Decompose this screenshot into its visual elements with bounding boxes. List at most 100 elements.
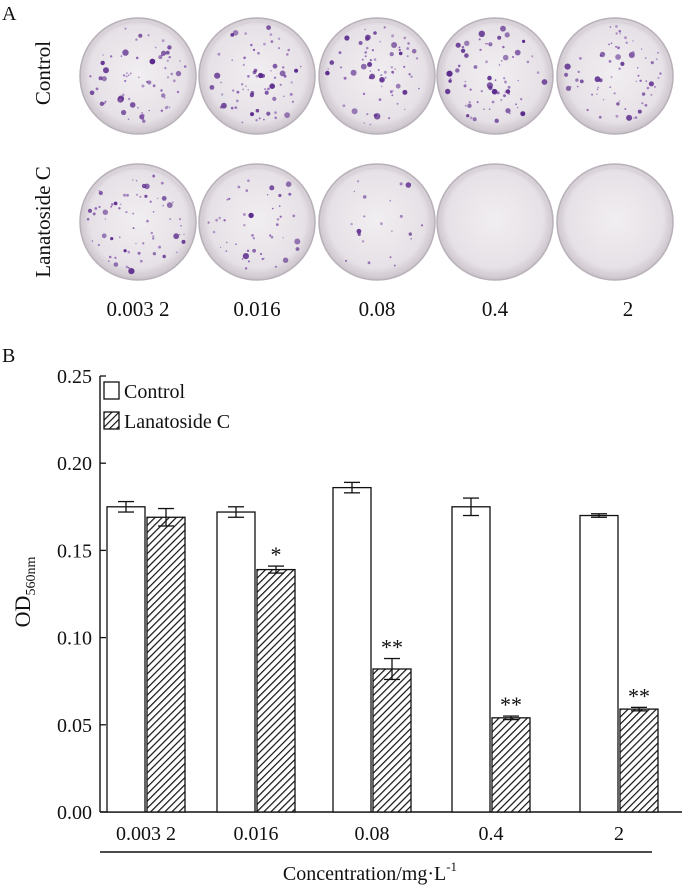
colony: [89, 75, 92, 78]
colony: [245, 85, 247, 88]
colony: [457, 64, 461, 68]
colony: [615, 45, 618, 48]
colony: [486, 82, 493, 89]
colony: [624, 36, 627, 40]
colony: [162, 254, 166, 259]
colony: [380, 74, 383, 77]
dish-rim: [322, 167, 432, 277]
colony: [491, 100, 495, 104]
colony: [242, 213, 246, 216]
concentration-labels: 0.003 2 0.016 0.08 0.4 2: [107, 297, 634, 321]
colony: [289, 92, 293, 96]
colony: [282, 66, 285, 69]
colony: [380, 85, 383, 88]
colony: [104, 100, 107, 103]
colony: [389, 90, 393, 94]
colony: [157, 197, 159, 200]
colony: [391, 34, 395, 38]
colony: [228, 197, 231, 200]
colony: [576, 85, 579, 88]
colony: [460, 48, 466, 53]
colony: [485, 42, 487, 45]
colony: [271, 207, 274, 210]
legend-swatch-control: [103, 381, 120, 400]
colony: [170, 72, 173, 76]
colony: [102, 209, 109, 215]
colony: [278, 205, 281, 207]
x-axis-title-main: Concentration/mg·L: [283, 863, 446, 885]
colony: [644, 103, 648, 107]
colony: [230, 106, 234, 110]
colony: [121, 93, 125, 97]
legend-swatch-lanatoside: [103, 411, 120, 430]
colony: [103, 67, 109, 74]
colony: [502, 45, 505, 49]
dish-lanatoside-2: [198, 163, 316, 281]
y-ticks: 0.00 0.05 0.10 0.15 0.20 0.25: [57, 366, 106, 824]
dish-control-5: [556, 17, 674, 135]
colony: [272, 63, 278, 69]
legend-label-lanatoside: Lanatoside C: [124, 411, 230, 433]
colony: [403, 65, 406, 68]
colony: [565, 85, 572, 91]
colony: [127, 97, 131, 101]
dish-plate: [318, 163, 436, 281]
concentration-label-3: 0.08: [359, 297, 396, 321]
colony: [597, 86, 600, 89]
colony: [269, 83, 276, 89]
colony: [498, 64, 501, 66]
colony: [242, 253, 249, 260]
colony: [508, 93, 510, 95]
colony: [641, 92, 646, 96]
colony: [639, 79, 642, 83]
colony: [360, 63, 367, 70]
colony: [98, 76, 103, 81]
colony: [299, 65, 302, 68]
colony: [152, 252, 157, 256]
colony: [345, 259, 347, 262]
colony: [140, 259, 143, 263]
colony: [232, 89, 235, 92]
colony: [279, 215, 282, 218]
colony: [398, 46, 401, 49]
colony: [207, 221, 210, 224]
colony: [147, 80, 152, 85]
colony: [172, 79, 176, 83]
colony: [384, 76, 387, 79]
colony: [158, 55, 163, 60]
colony: [161, 196, 167, 201]
dish-plate: [198, 163, 316, 281]
colony: [255, 74, 259, 78]
colony: [288, 192, 292, 196]
colony: [598, 78, 603, 83]
colony: [398, 48, 401, 52]
colony: [618, 100, 621, 102]
colony: [369, 123, 372, 126]
colony: [252, 70, 257, 75]
colony: [127, 250, 131, 254]
colony: [255, 108, 260, 113]
colony: [175, 70, 182, 77]
colony: [141, 112, 143, 114]
colony: [274, 111, 277, 114]
colony: [110, 237, 114, 241]
colony: [501, 60, 503, 62]
colony: [247, 179, 250, 182]
x-tick-labels: 0.003 2 0.016 0.08 0.4 2: [116, 823, 624, 845]
colony: [327, 68, 330, 70]
colony: [135, 242, 137, 245]
colony: [269, 33, 273, 36]
colony: [108, 260, 110, 263]
colony: [217, 52, 221, 56]
colony: [467, 103, 472, 109]
colony: [483, 108, 485, 110]
colony: [648, 81, 655, 87]
colony: [243, 224, 246, 227]
colony: [102, 54, 104, 56]
colony: [369, 59, 372, 62]
colony: [221, 102, 227, 109]
colony: [127, 74, 130, 76]
dish-control-1: [79, 17, 197, 135]
x-tick-label-5: 2: [614, 823, 624, 845]
colony: [257, 51, 260, 55]
